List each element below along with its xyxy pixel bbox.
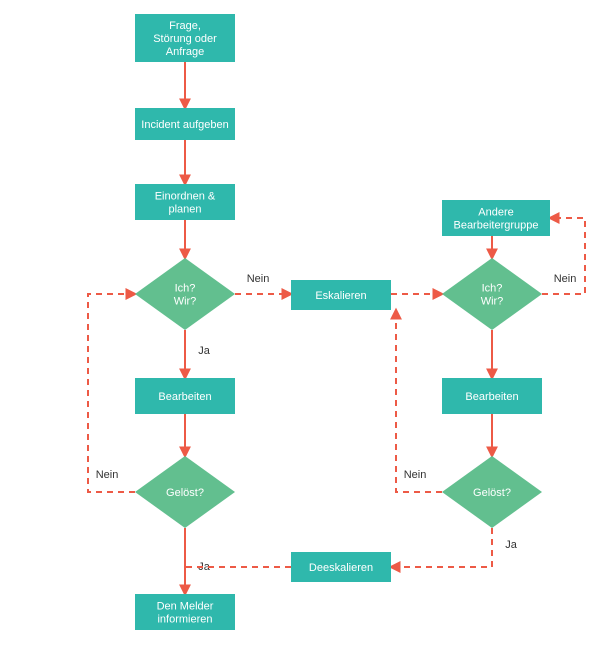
edge-e12 bbox=[391, 528, 492, 567]
edge-label-e16: Nein bbox=[404, 469, 427, 481]
node-label-n2: Incident aufgeben bbox=[141, 119, 228, 131]
edge-label-e4: Ja bbox=[198, 345, 211, 357]
edge-label-e14: Nein bbox=[554, 273, 577, 285]
edge-e15 bbox=[88, 294, 135, 492]
edge-label-e12: Ja bbox=[505, 539, 518, 551]
edge-e16 bbox=[396, 310, 442, 492]
edge-label-e15: Nein bbox=[96, 469, 119, 481]
node-label-n6: Gelöst? bbox=[166, 487, 204, 499]
node-label-n9: Ich?Wir? bbox=[481, 283, 504, 308]
node-label-n5: Bearbeiten bbox=[158, 391, 211, 403]
node-label-n10: Bearbeiten bbox=[465, 391, 518, 403]
node-label-n4: Ich?Wir? bbox=[174, 283, 197, 308]
node-label-esk: Eskalieren bbox=[315, 290, 366, 302]
node-label-n11: Gelöst? bbox=[473, 487, 511, 499]
node-label-n7: Den Melderinformieren bbox=[157, 601, 214, 626]
edge-label-e7: Nein bbox=[247, 273, 270, 285]
node-label-dek: Deeskalieren bbox=[309, 562, 373, 574]
flowchart-canvas: JaJaNeinJaNeinNeinNeinFrage,Störung oder… bbox=[0, 0, 615, 655]
